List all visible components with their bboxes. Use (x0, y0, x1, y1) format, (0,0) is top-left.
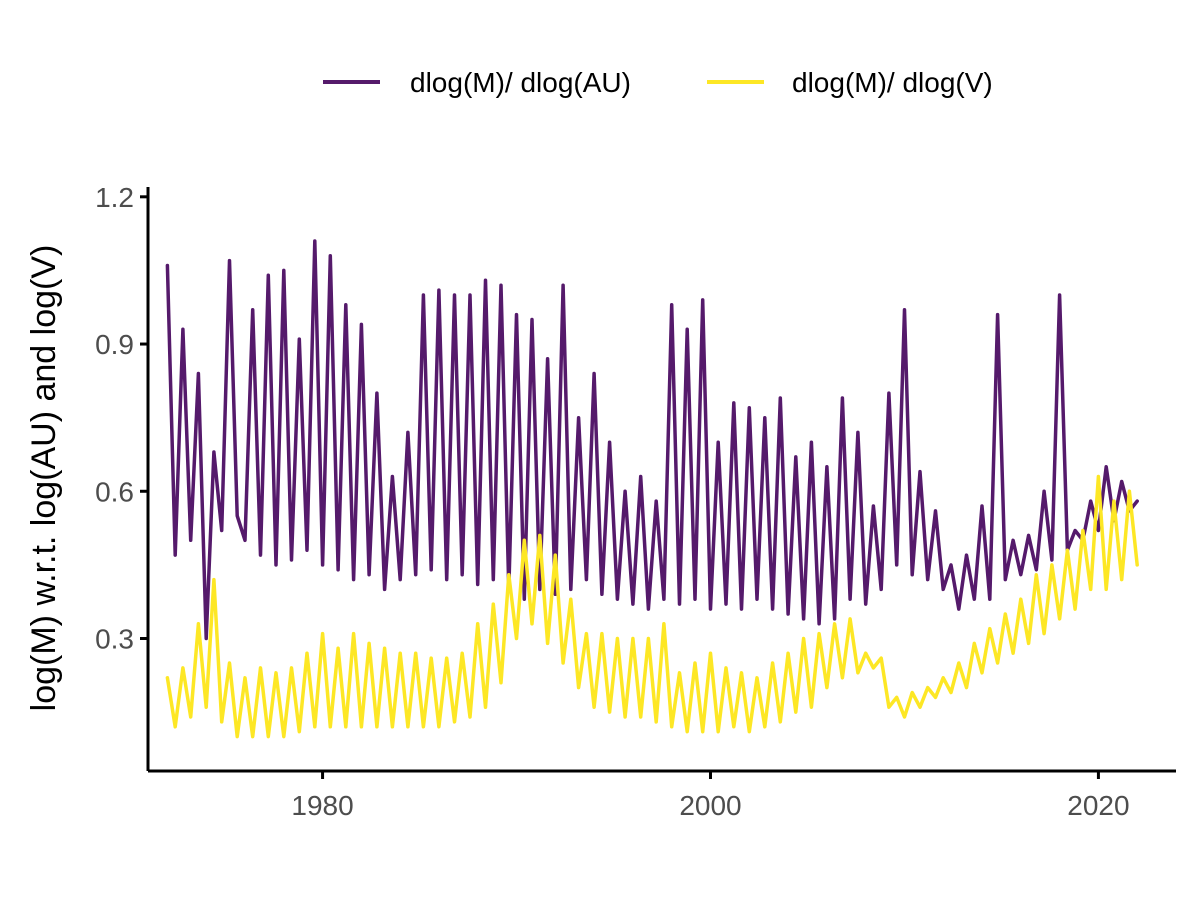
series-line-v (165, 474, 1139, 739)
series-group (165, 239, 1139, 739)
y-tick-label: 0.3 (95, 623, 134, 654)
y-tick-label: 1.2 (95, 182, 134, 213)
legend-label-v: dlog(M)/ dlog(V) (792, 67, 993, 98)
y-tick-label: 0.6 (95, 476, 134, 507)
y-axis-title: log(M) w.r.t. log(AU) and log(V) (25, 245, 63, 712)
x-axis-ticks: 1980 2000 2020 (291, 771, 1130, 821)
series-line-au (165, 239, 1139, 641)
y-axis-ticks: 0.3 0.6 0.9 1.2 (95, 182, 148, 654)
x-tick-label: 1980 (291, 790, 353, 821)
x-tick-label: 2020 (1067, 790, 1129, 821)
legend: dlog(M)/ dlog(AU) dlog(M)/ dlog(V) (323, 67, 993, 98)
y-tick-label: 0.9 (95, 329, 134, 360)
legend-label-au: dlog(M)/ dlog(AU) (410, 67, 631, 98)
x-tick-label: 2000 (679, 790, 741, 821)
